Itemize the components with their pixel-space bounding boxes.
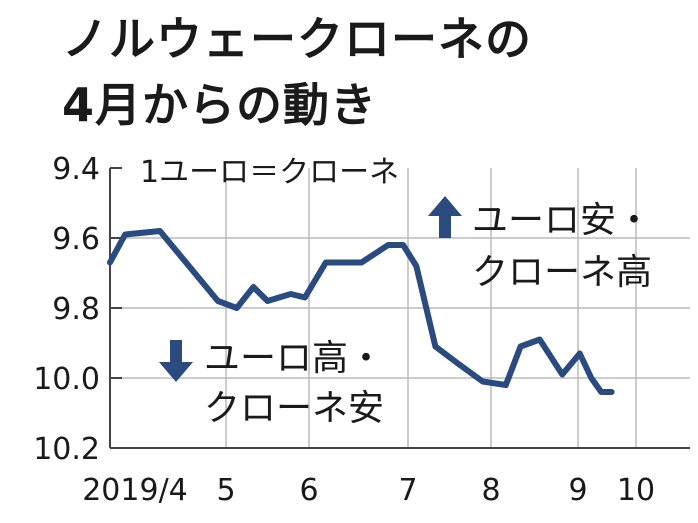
annotation-down-line1: ユーロ高・	[204, 338, 384, 379]
arrow-up-icon	[428, 196, 462, 238]
x-tick-label: 9	[568, 473, 587, 508]
annotation-up-line1: ユーロ安・	[472, 200, 652, 241]
series-line	[107, 228, 615, 395]
y-tick-label: 10.2	[33, 432, 100, 467]
y-axis-ticks: 9.4 9.6 9.8 10.0 10.2	[33, 152, 122, 467]
x-tick-label: 5	[216, 473, 235, 508]
x-axis-ticks: 2019/4 5 6 7 8 9 10	[82, 447, 690, 508]
x-tick-label: 6	[299, 473, 318, 508]
chart-title-line-1: ノルウェークローネの	[62, 12, 532, 66]
annotation-up-line2: クローネ高	[472, 252, 652, 293]
x-tick-label: 10	[617, 473, 655, 508]
y-tick-label: 9.6	[52, 222, 100, 257]
annotation-down-line2: クローネ安	[204, 388, 384, 429]
series-group	[107, 228, 615, 395]
chart-title-line-2: 4月からの動き	[62, 78, 378, 132]
x-tick-label: 7	[398, 473, 417, 508]
y-tick-label: 10.0	[33, 362, 100, 397]
y-tick-label: 9.8	[52, 292, 100, 327]
unit-label: 1ユーロ＝クローネ	[140, 155, 399, 190]
x-tick-label: 8	[481, 473, 500, 508]
arrow-down-icon	[159, 340, 193, 382]
x-tick-label: 2019/4	[82, 473, 188, 508]
y-tick-label: 9.4	[52, 152, 100, 187]
